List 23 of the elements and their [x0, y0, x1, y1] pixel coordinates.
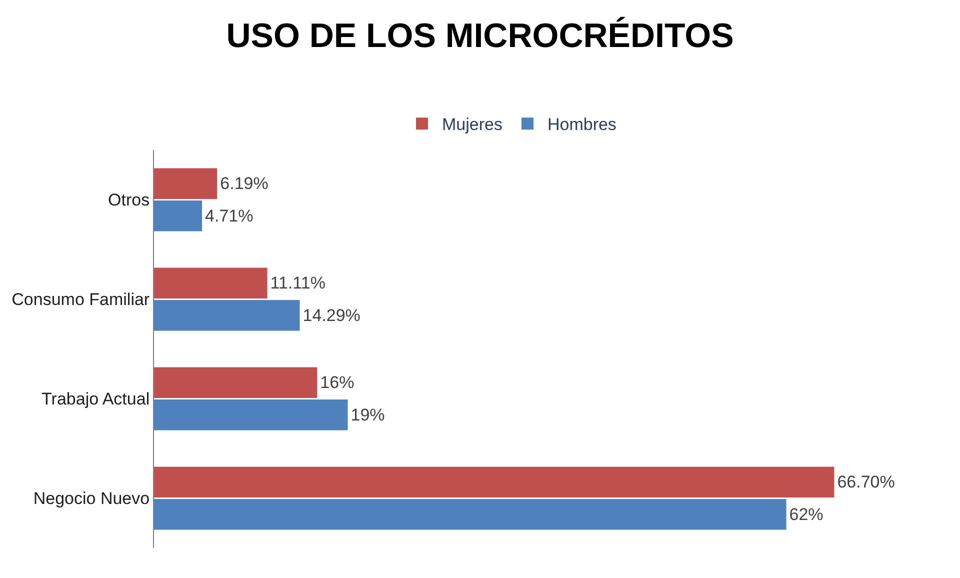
legend-label: Mujeres [442, 115, 502, 134]
bar [154, 367, 318, 398]
data-label: 62% [789, 504, 824, 524]
y-tick-label: Consumo Familiar [12, 290, 150, 310]
data-label: 66.70% [837, 472, 895, 492]
y-tick-label: Negocio Nuevo [33, 489, 150, 508]
bar [154, 200, 202, 232]
legend-label: Hombres [547, 115, 616, 134]
data-label: 19% [350, 405, 385, 424]
bar [154, 300, 300, 331]
bar [154, 268, 268, 298]
data-label: 11.11% [270, 274, 326, 293]
y-tick-label: Otros [108, 190, 150, 210]
bar [154, 400, 348, 430]
y-tick-label: Trabajo Actual [42, 390, 150, 409]
chart-title: USO DE LOS MICROCRÉDITOS [226, 16, 734, 55]
data-label: 4.71% [205, 206, 254, 226]
data-label: 14.29% [302, 306, 360, 325]
bar [154, 499, 786, 530]
bar [154, 466, 834, 498]
bar [154, 168, 218, 199]
data-label: 6.19% [220, 174, 268, 194]
data-label: 16% [320, 373, 354, 392]
